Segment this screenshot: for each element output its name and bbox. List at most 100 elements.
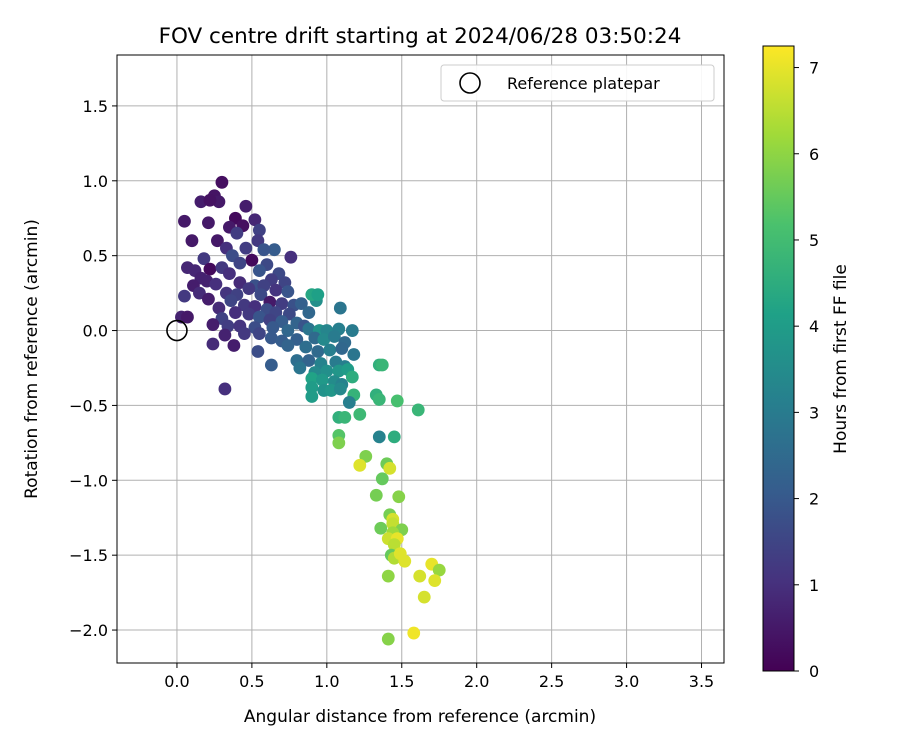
x-tick-label: 1.5 — [389, 672, 414, 691]
scatter-point — [398, 554, 412, 568]
scatter-point — [383, 461, 397, 475]
scatter-point — [387, 538, 401, 552]
colorbar-gradient — [762, 45, 795, 672]
scatter-point — [248, 213, 262, 227]
scatter-point — [239, 199, 253, 213]
scatter-point — [229, 306, 242, 319]
chart-title: FOV centre drift starting at 2024/06/28 … — [159, 24, 682, 49]
scatter-point — [275, 315, 289, 328]
scatter-point — [353, 458, 367, 472]
scatter-point — [311, 345, 325, 358]
scatter-point — [218, 382, 232, 396]
scatter-point — [290, 333, 304, 346]
y-tick-label: 1.5 — [83, 97, 108, 116]
colorbar-ticks: 0 1 2 3 4 5 6 7 — [794, 59, 819, 681]
colorbar-tick-label: 5 — [809, 231, 819, 250]
scatter-point — [411, 403, 425, 417]
scatter-point — [227, 339, 241, 352]
scatter-point — [233, 256, 247, 270]
scatter-points — [175, 175, 446, 646]
scatter-point — [264, 358, 278, 372]
colorbar-tick-label: 6 — [809, 145, 819, 164]
x-tick-label: 3.0 — [614, 672, 639, 691]
scatter-point — [323, 343, 337, 357]
scatter-point — [193, 286, 206, 300]
scatter-point — [302, 354, 316, 367]
scatter-point — [338, 411, 352, 424]
scatter-point — [345, 370, 359, 384]
plot-background — [117, 55, 724, 663]
y-tick-label: −0.5 — [69, 396, 108, 415]
scatter-point — [266, 321, 280, 334]
scatter-point — [211, 234, 224, 248]
scatter-point — [311, 288, 325, 302]
scatter-point — [315, 373, 329, 387]
scatter-point — [327, 330, 341, 343]
scatter-point — [212, 301, 226, 315]
scatter-point — [305, 372, 319, 385]
scatter-point — [206, 318, 220, 331]
scatter-point — [332, 436, 346, 450]
scatter-point — [224, 294, 238, 307]
scatter-point — [353, 408, 367, 421]
scatter-point — [252, 223, 266, 237]
scatter-point — [342, 396, 356, 409]
scatter-point — [281, 285, 295, 299]
scatter-point — [375, 358, 389, 372]
y-tick-label: −1.5 — [69, 546, 108, 565]
scatter-point — [269, 283, 283, 297]
scatter-point — [345, 324, 359, 337]
x-tick-label: 1.0 — [314, 672, 339, 691]
scatter-point — [275, 297, 289, 310]
scatter-point — [181, 310, 194, 324]
y-tick-label: 0.0 — [83, 322, 108, 341]
scatter-point — [392, 490, 406, 504]
scatter-point — [252, 310, 266, 324]
scatter-point — [251, 345, 265, 358]
colorbar-tick-label: 3 — [809, 403, 819, 422]
colorbar-tick-label: 4 — [809, 317, 819, 336]
grid-lines — [117, 55, 724, 663]
scatter-point — [242, 307, 256, 321]
scatter-point — [281, 339, 295, 352]
scatter-point — [369, 488, 383, 502]
colorbar-tick-label: 1 — [809, 576, 819, 595]
scatter-point — [335, 342, 349, 355]
scatter-point — [347, 348, 361, 361]
scatter-point — [252, 327, 266, 340]
scatter-point — [284, 250, 298, 264]
scatter-point — [237, 327, 251, 340]
scatter-point — [374, 521, 388, 535]
scatter-point — [230, 226, 244, 240]
colorbar-label: Hours from first FF file — [831, 264, 851, 454]
scatter-point — [432, 563, 446, 577]
scatter-point — [251, 234, 265, 248]
scatter-point — [206, 337, 220, 351]
scatter-point — [267, 243, 281, 257]
scatter-point — [387, 430, 401, 444]
scatter-point — [257, 243, 271, 257]
scatter-point — [197, 252, 211, 266]
scatter-point — [223, 267, 236, 281]
scatter-point — [417, 590, 431, 604]
scatter-point — [375, 472, 389, 486]
legend-entry-reference-platepar: Reference platepar — [507, 74, 660, 93]
colorbar-tick-label: 0 — [809, 662, 819, 681]
scatter-point — [413, 569, 427, 583]
legend-reference-marker — [459, 72, 481, 94]
scatter-point — [233, 276, 247, 290]
scatter-point — [242, 282, 256, 296]
scatter-point — [381, 569, 395, 583]
y-axis-ticks: 1.5 1.0 0.5 0.0 −0.5 −1.0 −1.5 −2.0 — [69, 97, 117, 640]
y-tick-label: 1.0 — [83, 172, 108, 191]
scatter-point — [428, 574, 442, 588]
scatter-point — [239, 241, 253, 255]
scatter-point — [202, 292, 215, 306]
reference-platepar-marker — [166, 319, 188, 342]
x-axis-ticks: 0.0 0.5 1.0 1.5 2.0 2.5 3.0 3.5 — [164, 663, 714, 691]
scatter-point — [215, 175, 229, 189]
y-axis-label: Rotation from reference (arcmin) — [22, 219, 42, 499]
legend: Reference platepar — [440, 64, 715, 102]
colorbar-tick-label: 7 — [809, 59, 819, 78]
